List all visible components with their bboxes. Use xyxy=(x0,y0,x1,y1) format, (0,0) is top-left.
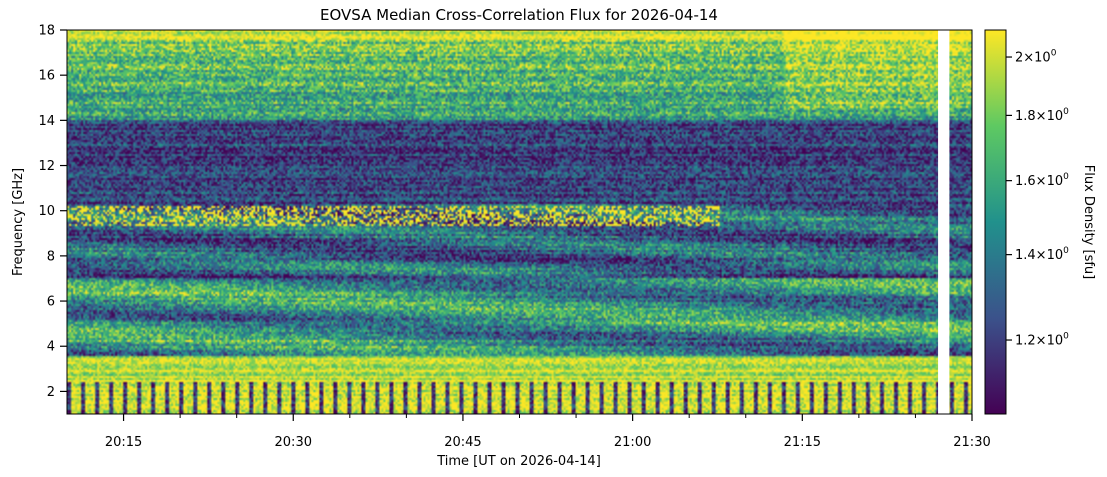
colorbar-axis: 1.2×100 1.4×100 1.6×100 1.8×100 2×100 xyxy=(1006,49,1069,349)
colorbar-tick-label: 1.2×100 xyxy=(1015,332,1069,349)
y-tick-label: 2 xyxy=(47,385,55,400)
x-axis: 20:15 20:30 20:45 21:00 21:15 21:30 xyxy=(105,414,991,450)
y-axis: 2 4 6 8 10 12 14 16 18 xyxy=(38,24,67,400)
y-axis-label: Frequency [GHz] xyxy=(11,168,26,276)
colorbar-tick-label: 1.4×100 xyxy=(1015,246,1069,263)
colorbar xyxy=(984,29,1007,415)
data-gap-layer xyxy=(938,30,950,414)
colorbar-tick-label: 1.6×100 xyxy=(1015,172,1069,189)
chart-title: EOVSA Median Cross-Correlation Flux for … xyxy=(320,6,718,24)
x-tick-label: 21:15 xyxy=(784,435,821,450)
x-tick-label: 21:30 xyxy=(953,435,990,450)
x-tick-label: 20:45 xyxy=(444,435,481,450)
y-tick-label: 4 xyxy=(47,340,55,355)
x-tick-label: 20:30 xyxy=(275,435,312,450)
y-tick-label: 8 xyxy=(47,249,55,264)
colorbar-label: Flux Density [sfu] xyxy=(1081,165,1096,279)
colorbar-tick-label: 2×100 xyxy=(1015,49,1057,66)
y-tick-label: 10 xyxy=(38,204,55,219)
x-tick-label: 20:15 xyxy=(105,435,142,450)
data-gap xyxy=(938,30,950,414)
spectrogram-heatmap xyxy=(67,30,972,414)
y-tick-label: 18 xyxy=(38,24,55,39)
x-axis-label: Time [UT on 2026-04-14] xyxy=(436,454,601,469)
y-tick-label: 14 xyxy=(38,114,55,129)
y-tick-label: 16 xyxy=(38,69,55,84)
y-tick-label: 12 xyxy=(38,159,55,174)
y-tick-label: 6 xyxy=(47,295,55,310)
x-tick-label: 21:00 xyxy=(614,435,651,450)
colorbar-tick-label: 1.8×100 xyxy=(1015,107,1069,124)
